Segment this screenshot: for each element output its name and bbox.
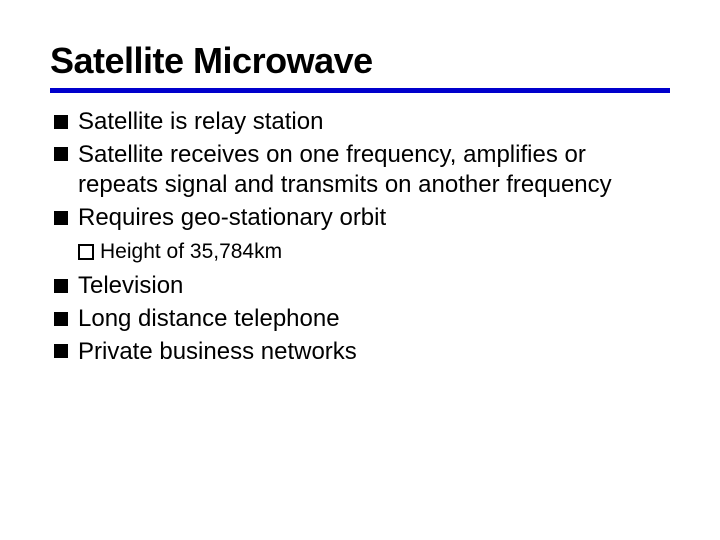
bullet-list: Television Long distance telephone Priva… — [50, 271, 670, 367]
list-item: Requires geo-stationary orbit — [50, 203, 670, 234]
list-item: Television — [50, 271, 670, 302]
bullet-list: Satellite is relay station Satellite rec… — [50, 107, 670, 234]
list-item: Private business networks — [50, 337, 670, 368]
sub-list-item: Height of 35,784km — [50, 238, 670, 265]
sub-bullet-list: Height of 35,784km — [50, 238, 670, 265]
list-item: Long distance telephone — [50, 304, 670, 335]
slide-title: Satellite Microwave — [50, 40, 670, 82]
title-underline — [50, 88, 670, 93]
list-item: Satellite is relay station — [50, 107, 670, 138]
list-item: Satellite receives on one frequency, amp… — [50, 140, 670, 201]
